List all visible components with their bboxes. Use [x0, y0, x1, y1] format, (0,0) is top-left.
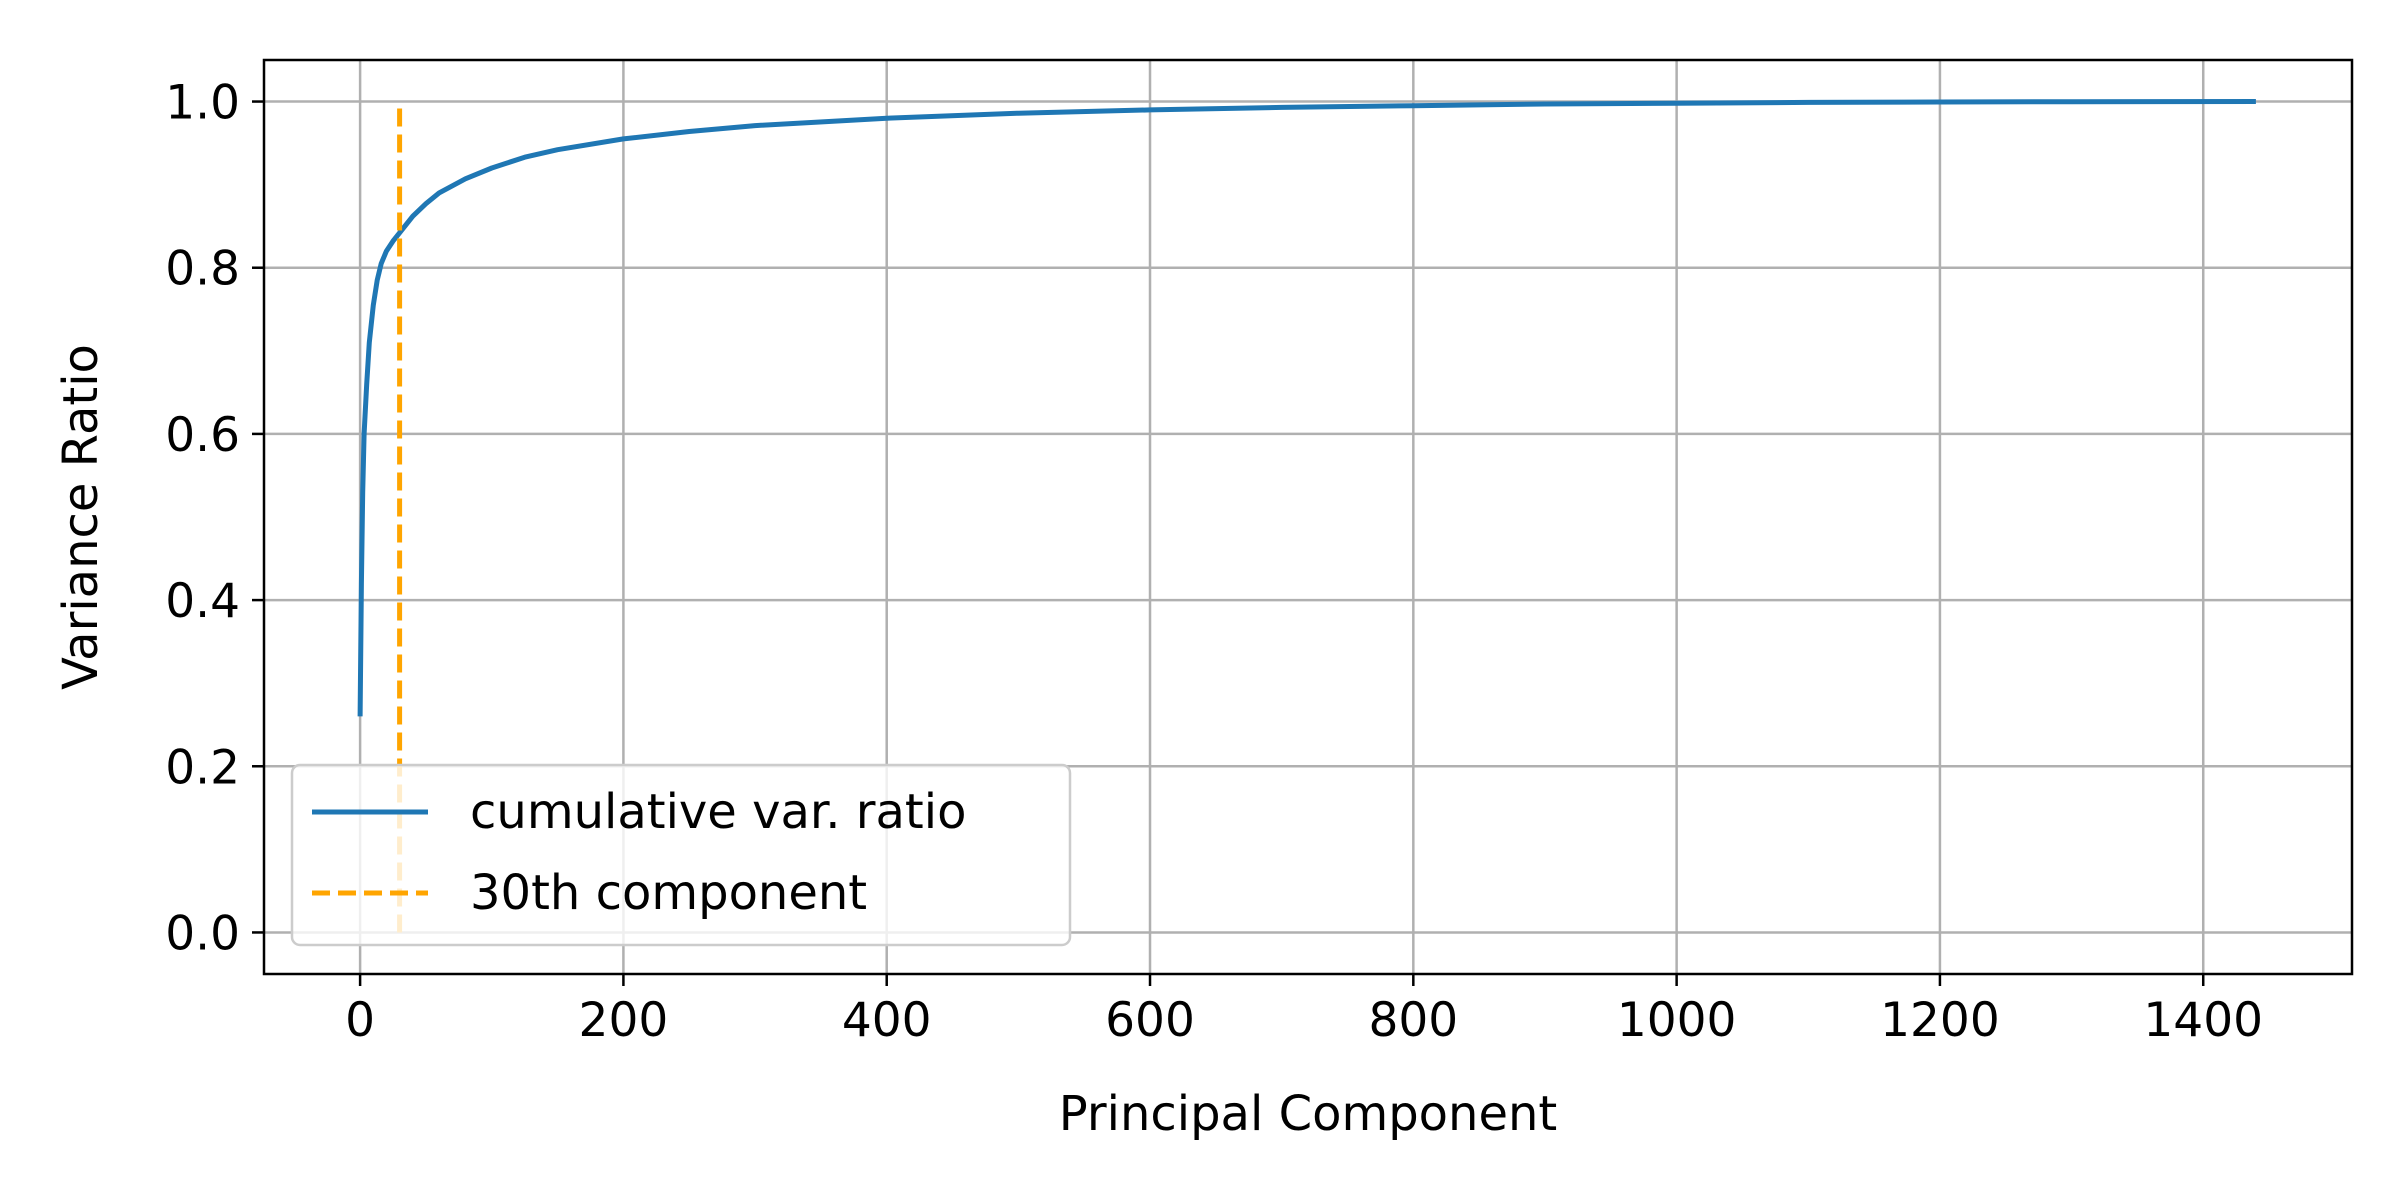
y-tick-label: 1.0: [165, 76, 240, 131]
x-tick-label: 400: [842, 993, 932, 1048]
x-tick-label: 200: [579, 993, 669, 1048]
plot-frame: [262, 58, 2354, 976]
x-tick-label: 1200: [1880, 993, 2000, 1048]
legend-label-component: 30th component: [470, 865, 867, 921]
y-tick-label: 0.8: [165, 242, 240, 297]
legend-box: [290, 763, 1072, 947]
x-axis: 0 200 400 600 800 1000 1200 1400: [345, 974, 2263, 1048]
legend: cumulative var. ratio 30th component: [290, 763, 1072, 947]
legend-label-cumulative: cumulative var. ratio: [470, 784, 966, 840]
y-tick-label: 0.0: [165, 906, 240, 961]
y-axis: 0.0 0.2 0.4 0.6 0.8 1.0: [165, 76, 264, 961]
x-axis-label: Principal Component: [1059, 1086, 1557, 1142]
x-tick-label: 1400: [2143, 993, 2263, 1048]
x-tick-label: 800: [1368, 993, 1458, 1048]
cumulative-variance-line: [357, 99, 2256, 717]
y-tick-label: 0.6: [165, 408, 240, 463]
y-tick-label: 0.4: [165, 574, 240, 629]
x-tick-label: 600: [1105, 993, 1195, 1048]
y-axis-label: Variance Ratio: [53, 344, 109, 690]
x-tick-label: 1000: [1617, 993, 1737, 1048]
x-tick-label: 0: [345, 993, 375, 1048]
y-tick-label: 0.2: [165, 740, 240, 795]
